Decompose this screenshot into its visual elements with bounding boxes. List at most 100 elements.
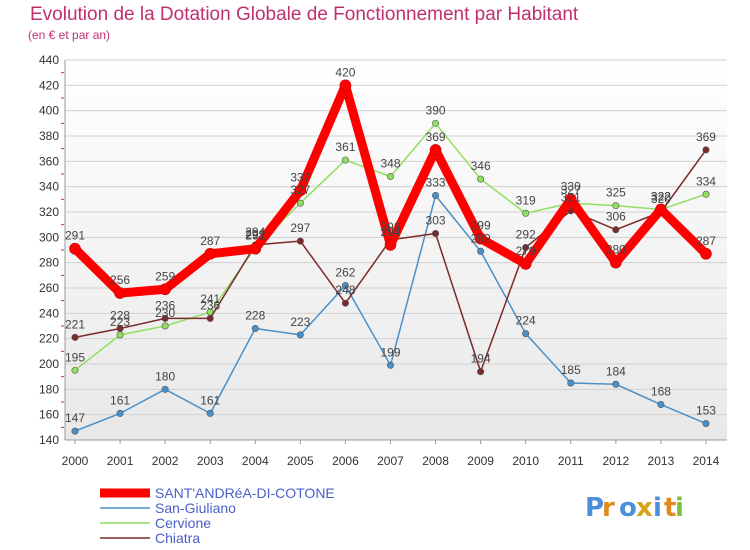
data-label: 320 — [651, 192, 671, 206]
y-tick-label: 440 — [39, 53, 59, 67]
data-point — [249, 242, 262, 255]
data-label: 292 — [245, 227, 265, 241]
data-label: 194 — [471, 352, 491, 366]
data-point — [612, 202, 620, 210]
data-point — [71, 366, 79, 374]
data-label: 327 — [561, 183, 581, 197]
data-point — [432, 192, 440, 200]
data-point — [655, 203, 667, 216]
data-label: 161 — [110, 393, 130, 407]
data-point — [341, 281, 349, 289]
logo-letter: o — [619, 493, 637, 523]
data-label: 292 — [516, 227, 536, 241]
data-point — [474, 232, 487, 245]
data-label: 287 — [696, 234, 716, 248]
data-label: 348 — [380, 157, 400, 171]
data-point — [161, 385, 169, 393]
data-label: 224 — [516, 314, 536, 328]
data-point — [702, 420, 710, 428]
data-label: 228 — [110, 309, 130, 323]
data-label: 241 — [200, 292, 220, 306]
data-point — [702, 146, 710, 154]
data-label: 147 — [65, 411, 85, 425]
data-label: 303 — [426, 214, 446, 228]
data-label: 291 — [245, 229, 265, 243]
y-tick-label: 360 — [39, 154, 59, 168]
data-point — [610, 256, 622, 269]
x-tick-label: 2013 — [648, 454, 675, 468]
data-label: 223 — [290, 315, 310, 329]
data-point — [386, 361, 394, 369]
data-label: 236 — [200, 298, 220, 312]
logo-letter: P — [585, 493, 604, 523]
data-label: 280 — [606, 243, 626, 257]
x-tick-label: 2007 — [377, 454, 404, 468]
data-label: 153 — [696, 404, 716, 418]
chart-title: Evolution de la Dotation Globale de Fonc… — [30, 4, 579, 25]
data-point — [567, 379, 575, 387]
y-tick-label: 340 — [39, 180, 59, 194]
data-label: 390 — [426, 103, 446, 117]
x-tick-label: 2014 — [693, 454, 720, 468]
data-point — [432, 119, 440, 127]
data-point — [477, 175, 485, 183]
y-tick-label: 420 — [39, 78, 59, 92]
data-label: 248 — [335, 283, 355, 297]
data-label: 262 — [335, 265, 355, 279]
data-point — [341, 299, 349, 307]
data-label: 221 — [65, 317, 85, 331]
y-tick-label: 180 — [39, 382, 59, 396]
data-point — [522, 209, 530, 217]
data-label: 327 — [290, 183, 310, 197]
data-label: 228 — [245, 309, 265, 323]
legend-label: San-Giuliano — [155, 500, 236, 516]
data-label: 306 — [606, 210, 626, 224]
x-tick-label: 2001 — [107, 454, 134, 468]
plot-area — [65, 60, 727, 440]
data-point — [204, 248, 217, 260]
data-label: 184 — [606, 364, 626, 378]
y-tick-label: 160 — [39, 408, 59, 422]
data-label: 223 — [110, 315, 130, 329]
data-point — [294, 184, 307, 197]
data-point — [114, 287, 126, 299]
data-point — [702, 190, 710, 198]
data-label: 236 — [155, 298, 175, 312]
data-label: 259 — [155, 269, 175, 283]
data-point — [657, 401, 665, 409]
data-point — [69, 242, 81, 255]
chart-subtitle: (en € et par an) — [28, 28, 111, 42]
data-label: 161 — [200, 393, 220, 407]
data-point — [522, 243, 530, 251]
data-point — [612, 226, 620, 234]
proxiti-logo: Pr o x i ti — [585, 493, 684, 523]
data-label: 333 — [426, 176, 446, 190]
y-tick-label: 260 — [39, 281, 59, 295]
data-point — [116, 409, 124, 417]
data-label: 420 — [335, 65, 355, 79]
data-label: 319 — [516, 193, 536, 207]
logo-letter: t — [664, 493, 676, 523]
logo-letter: i — [675, 493, 684, 523]
data-label: 346 — [471, 159, 491, 173]
logo-letter: x — [636, 493, 653, 523]
y-tick-label: 320 — [39, 205, 59, 219]
data-point — [296, 331, 304, 339]
data-label: 291 — [65, 229, 85, 243]
data-label: 298 — [380, 220, 400, 234]
x-tick-label: 2002 — [152, 454, 179, 468]
data-label: 287 — [200, 234, 220, 248]
data-point — [71, 427, 79, 435]
y-tick-label: 380 — [39, 129, 59, 143]
data-point — [116, 331, 124, 339]
data-point — [296, 199, 304, 207]
data-label: 369 — [426, 130, 446, 144]
data-point — [71, 333, 79, 341]
x-tick-label: 2006 — [332, 454, 359, 468]
data-label: 369 — [696, 130, 716, 144]
data-label: 361 — [335, 140, 355, 154]
x-tick-label: 2009 — [467, 454, 494, 468]
data-point — [161, 314, 169, 322]
legend-label: Cervione — [155, 515, 211, 531]
data-point — [339, 79, 352, 92]
